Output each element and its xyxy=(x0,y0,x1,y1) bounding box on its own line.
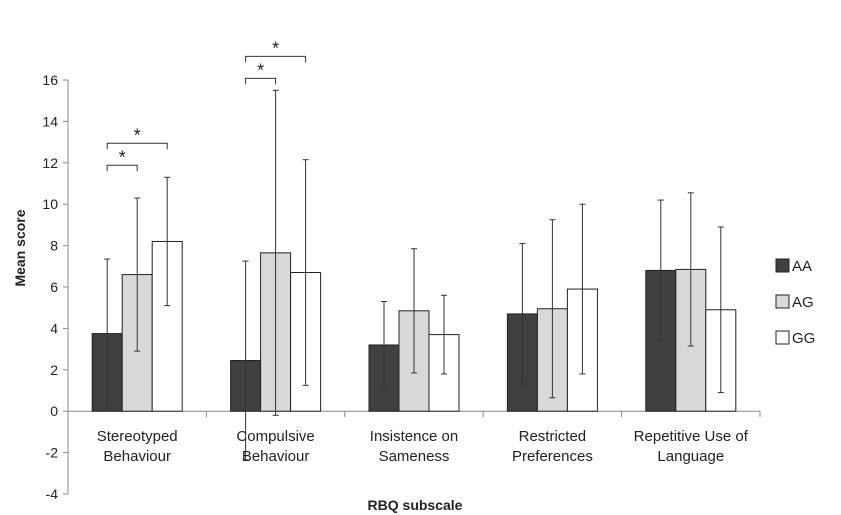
legend-swatch-ag xyxy=(775,294,790,309)
x-axis-title: RBQ subscale xyxy=(368,497,463,513)
significance-bracket xyxy=(106,164,138,172)
category-label: Insistence on xyxy=(370,428,458,445)
y-tick-label: 2 xyxy=(50,362,58,378)
category-label: Repetitive Use of xyxy=(634,428,749,445)
y-tick-label: 6 xyxy=(50,279,58,295)
category-label: Compulsive xyxy=(236,428,314,445)
legend-label-gg: GG xyxy=(792,330,815,347)
y-axis-title: Mean score xyxy=(12,209,28,286)
category-label: Behaviour xyxy=(103,448,171,465)
category-label: Stereotyped xyxy=(97,428,178,445)
legend-label-aa: AA xyxy=(792,258,812,275)
y-tick-label: 16 xyxy=(42,72,58,88)
category-label: Language xyxy=(657,448,724,465)
y-tick-label: -4 xyxy=(46,486,59,502)
significance-layer: * * * * xyxy=(106,38,307,172)
significance-marker: * xyxy=(272,38,279,58)
legend-label-ag: AG xyxy=(792,294,814,311)
y-tick-label: 10 xyxy=(42,196,58,212)
category-label: Restricted xyxy=(519,428,587,445)
error-bars-layer xyxy=(104,89,724,461)
legend: AA AG GG xyxy=(775,258,815,347)
labels-layer: -4 -2 0 2 4 6 8 10 12 14 16 Stereotyped Behaviour Com… xyxy=(42,72,748,502)
significance-marker: * xyxy=(119,147,126,167)
significance-bracket xyxy=(245,77,277,85)
y-tick-label: -2 xyxy=(46,445,59,461)
legend-swatch-gg xyxy=(775,330,790,345)
category-label: Behaviour xyxy=(242,448,310,465)
significance-bracket xyxy=(245,55,307,63)
significance-marker: * xyxy=(134,125,141,145)
significance-marker: * xyxy=(257,60,264,80)
y-tick-label: 8 xyxy=(50,238,58,254)
category-label: Sameness xyxy=(379,448,450,465)
y-tick-label: 4 xyxy=(50,320,58,336)
y-tick-label: 12 xyxy=(42,155,58,171)
y-tick-label: 0 xyxy=(50,403,58,419)
category-label: Preferences xyxy=(512,448,593,465)
y-tick-label: 14 xyxy=(42,113,58,129)
significance-bracket xyxy=(106,142,168,150)
legend-swatch-aa xyxy=(775,258,790,273)
